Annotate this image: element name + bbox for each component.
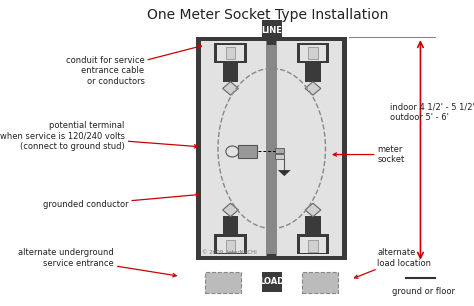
FancyBboxPatch shape: [226, 47, 235, 59]
FancyBboxPatch shape: [305, 216, 321, 236]
Text: alternate underground
service entrance: alternate underground service entrance: [18, 248, 176, 277]
FancyBboxPatch shape: [201, 41, 342, 256]
FancyBboxPatch shape: [266, 41, 277, 256]
Polygon shape: [305, 203, 321, 217]
FancyBboxPatch shape: [217, 237, 244, 253]
FancyBboxPatch shape: [267, 39, 276, 45]
Text: LINE: LINE: [261, 26, 282, 35]
Text: potential terminal
when service is 120/240 volts
(connect to ground stud): potential terminal when service is 120/2…: [0, 121, 198, 151]
FancyBboxPatch shape: [275, 147, 284, 153]
Text: LOAD: LOAD: [259, 277, 284, 286]
FancyBboxPatch shape: [308, 47, 318, 59]
FancyBboxPatch shape: [300, 45, 326, 61]
Polygon shape: [278, 170, 291, 176]
FancyBboxPatch shape: [302, 272, 338, 293]
FancyBboxPatch shape: [217, 45, 244, 61]
Text: indoor 4 1/2' - 5 1/2'
outdoor 5' - 6': indoor 4 1/2' - 5 1/2' outdoor 5' - 6': [390, 102, 474, 121]
FancyBboxPatch shape: [237, 145, 257, 158]
FancyBboxPatch shape: [305, 61, 321, 82]
Text: ground or floor: ground or floor: [392, 287, 455, 296]
FancyBboxPatch shape: [275, 154, 284, 159]
FancyBboxPatch shape: [214, 43, 246, 62]
Text: conduit for service
entrance cable
or conductors: conduit for service entrance cable or co…: [66, 45, 201, 86]
Circle shape: [226, 146, 239, 157]
FancyBboxPatch shape: [262, 21, 282, 40]
FancyBboxPatch shape: [308, 240, 318, 252]
FancyBboxPatch shape: [267, 254, 276, 259]
FancyBboxPatch shape: [205, 272, 241, 293]
FancyBboxPatch shape: [297, 43, 329, 62]
Text: grounded conductor: grounded conductor: [43, 193, 200, 209]
FancyBboxPatch shape: [297, 234, 329, 254]
FancyBboxPatch shape: [226, 240, 235, 252]
Polygon shape: [223, 82, 238, 95]
FancyBboxPatch shape: [300, 237, 326, 253]
Polygon shape: [223, 203, 238, 217]
Text: © 2009, InterNACHI: © 2009, InterNACHI: [202, 249, 257, 255]
FancyBboxPatch shape: [223, 216, 238, 236]
Text: meter
socket: meter socket: [333, 145, 405, 164]
Polygon shape: [305, 82, 321, 95]
Text: One Meter Socket Type Installation: One Meter Socket Type Installation: [147, 8, 389, 22]
Text: alternate
load location: alternate load location: [355, 248, 431, 278]
FancyBboxPatch shape: [214, 234, 246, 254]
FancyBboxPatch shape: [223, 61, 238, 82]
FancyBboxPatch shape: [196, 37, 347, 259]
FancyBboxPatch shape: [262, 272, 282, 292]
